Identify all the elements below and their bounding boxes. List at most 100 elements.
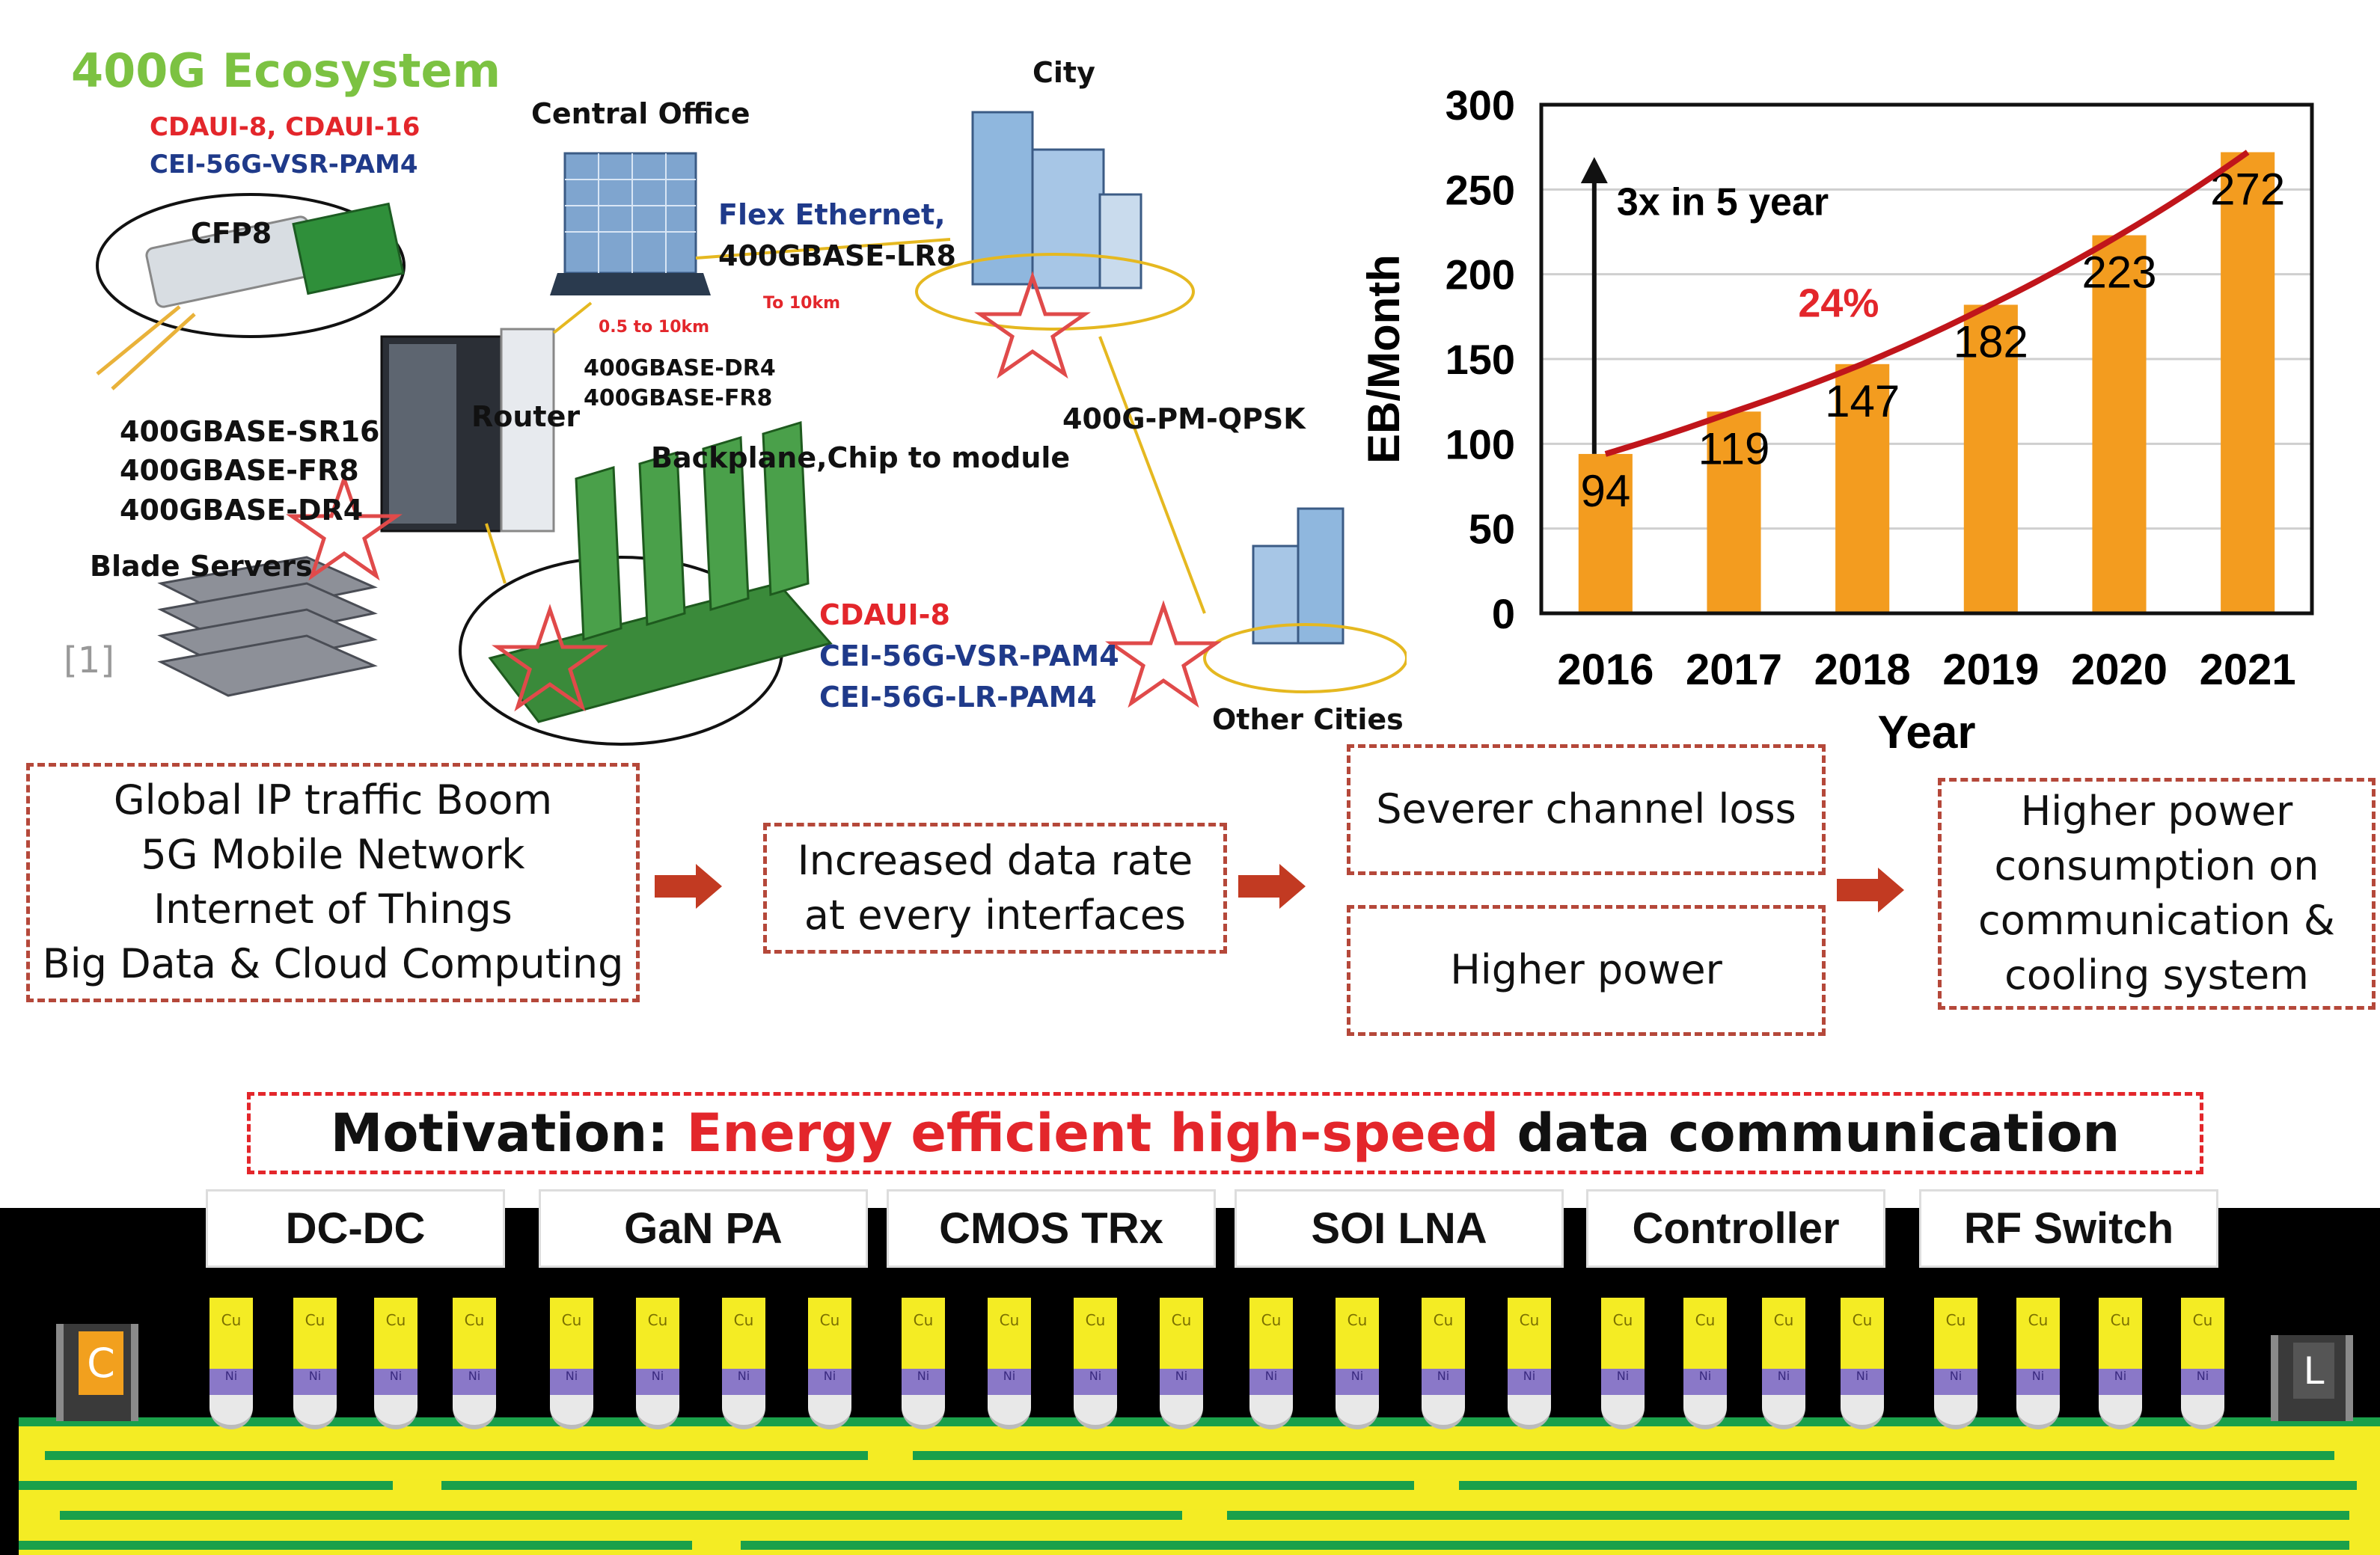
bar — [2221, 152, 2275, 613]
pillar-cu-label: Cu — [636, 1298, 679, 1369]
copper-pillar: Cu Ni — [902, 1298, 945, 1429]
chip-gan-pa: GaN PA — [539, 1189, 868, 1268]
y-axis-title: EB/Month — [1359, 254, 1409, 464]
copper-pillar: Cu Ni — [722, 1298, 765, 1429]
solder-ball — [1160, 1395, 1203, 1429]
solder-ball — [636, 1395, 679, 1429]
pillar-ni-label: Ni — [2016, 1369, 2060, 1395]
chart-gridlines — [1541, 188, 2312, 530]
x-tick-label: 2021 — [2200, 645, 2296, 694]
substrate-traces — [0, 1208, 2380, 1555]
copper-pillar: Cu Ni — [1074, 1298, 1117, 1429]
bp-blue-label-2: CEI-56G-LR-PAM4 — [819, 681, 1097, 714]
ecosystem-title: 400G Ecosystem — [71, 43, 501, 98]
solder-ball — [902, 1395, 945, 1429]
cfp8-blue-label: CEI-56G-VSR-PAM4 — [150, 150, 418, 180]
pillar-cu-label: Cu — [1074, 1298, 1117, 1369]
motivation-prefix: Motivation: — [330, 1102, 687, 1164]
solder-ball — [1336, 1395, 1379, 1429]
copper-pillar: Cu Ni — [1762, 1298, 1805, 1429]
flow-arrow-1-icon — [655, 864, 722, 909]
to-10km-label: To 10km — [763, 294, 841, 313]
pillar-cu-label: Cu — [374, 1298, 417, 1369]
solder-ball — [1508, 1395, 1551, 1429]
solder-ball — [1601, 1395, 1645, 1429]
pillar-cu-label: Cu — [1934, 1298, 1977, 1369]
router-label: Router — [471, 400, 581, 433]
solder-ball — [808, 1395, 851, 1429]
pillar-ni-label: Ni — [902, 1369, 945, 1395]
pillar-cu-label: Cu — [1336, 1298, 1379, 1369]
pillar-cu-label: Cu — [988, 1298, 1031, 1369]
pillar-cu-label: Cu — [1422, 1298, 1465, 1369]
bar-value-label: 119 — [1698, 423, 1770, 473]
result-line-2: consumption on — [1994, 842, 2319, 890]
bar — [2092, 235, 2147, 613]
copper-pillar: Cu Ni — [374, 1298, 417, 1429]
y-tick-label: 300 — [1446, 82, 1515, 129]
chip-cmos-trx: CMOS TRx — [887, 1189, 1216, 1268]
copper-pillar: Cu Ni — [1160, 1298, 1203, 1429]
pillar-ni-label: Ni — [636, 1369, 679, 1395]
chart-bars — [1578, 152, 2275, 613]
pillar-ni-label: Ni — [1336, 1369, 1379, 1395]
copper-pillar: Cu Ni — [2181, 1298, 2224, 1429]
y-tick-label: 200 — [1446, 251, 1515, 298]
solder-ball — [1762, 1395, 1805, 1429]
pillar-cu-label: Cu — [1508, 1298, 1551, 1369]
chip-controller: Controller — [1586, 1189, 1885, 1268]
driver-line-2: 5G Mobile Network — [141, 831, 525, 879]
copper-pillar: Cu Ni — [1249, 1298, 1293, 1429]
pillar-cu-label: Cu — [2016, 1298, 2060, 1369]
solder-ball — [374, 1395, 417, 1429]
copper-pillar: Cu Ni — [1601, 1298, 1645, 1429]
copper-pillar: Cu Ni — [1508, 1298, 1551, 1429]
motivation-banner: Motivation: Energy efficient high-speed … — [247, 1092, 2203, 1174]
data-rate-box: Increased data rate at every interfaces — [763, 823, 1227, 954]
solder-ball — [453, 1395, 496, 1429]
inductor-label: L — [2293, 1343, 2334, 1399]
data-rate-line-1: Increased data rate — [797, 836, 1193, 884]
copper-pillar: Cu Ni — [550, 1298, 593, 1429]
solder-ball — [1074, 1395, 1117, 1429]
pillar-cu-label: Cu — [1160, 1298, 1203, 1369]
bar-value-label: 182 — [1954, 316, 2028, 366]
pillar-cu-label: Cu — [209, 1298, 253, 1369]
pillar-ni-label: Ni — [1249, 1369, 1293, 1395]
growth-annotation: 3x in 5 year — [1617, 180, 1829, 224]
server-link-3: 400GBASE-DR4 — [120, 494, 364, 527]
y-tick-label: 250 — [1446, 166, 1515, 213]
x-tick-label: 2017 — [1686, 645, 1782, 694]
capacitor-label: C — [79, 1331, 123, 1395]
chip-dc-dc: DC-DC — [206, 1189, 505, 1268]
pillar-cu-label: Cu — [293, 1298, 337, 1369]
result-line-3: communication & — [1978, 897, 2335, 944]
motivation-highlight: Energy efficient high-speed — [686, 1102, 1499, 1164]
y-tick-label: 0 — [1492, 590, 1515, 637]
server-link-1: 400GBASE-SR16 — [120, 415, 380, 448]
bar — [1578, 453, 1633, 613]
copper-pillar: Cu Ni — [453, 1298, 496, 1429]
cagr-annotation: 24% — [1798, 280, 1879, 325]
x-tick-label: 2018 — [1814, 645, 1911, 694]
copper-pillar: Cu Ni — [1841, 1298, 1884, 1429]
data-rate-line-2: at every interfaces — [804, 891, 1187, 939]
other-cities-label: Other Cities — [1212, 703, 1404, 736]
pillar-cu-label: Cu — [453, 1298, 496, 1369]
solder-ball — [1841, 1395, 1884, 1429]
solder-ball — [722, 1395, 765, 1429]
chip-soi-lna: SOI LNA — [1235, 1189, 1564, 1268]
y-tick-label: 100 — [1446, 420, 1515, 467]
pillar-ni-label: Ni — [453, 1369, 496, 1395]
pillar-ni-label: Ni — [209, 1369, 253, 1395]
bar — [1835, 364, 1890, 613]
solder-ball — [2016, 1395, 2060, 1429]
pillar-ni-label: Ni — [550, 1369, 593, 1395]
copper-pillar: Cu Ni — [293, 1298, 337, 1429]
copper-pillar: Cu Ni — [1422, 1298, 1465, 1429]
pillar-cu-label: Cu — [1683, 1298, 1727, 1369]
x-axis-title: Year — [1877, 707, 1975, 758]
flex-ethernet-label: Flex Ethernet, — [718, 198, 946, 231]
growth-arrowhead — [1580, 157, 1608, 183]
